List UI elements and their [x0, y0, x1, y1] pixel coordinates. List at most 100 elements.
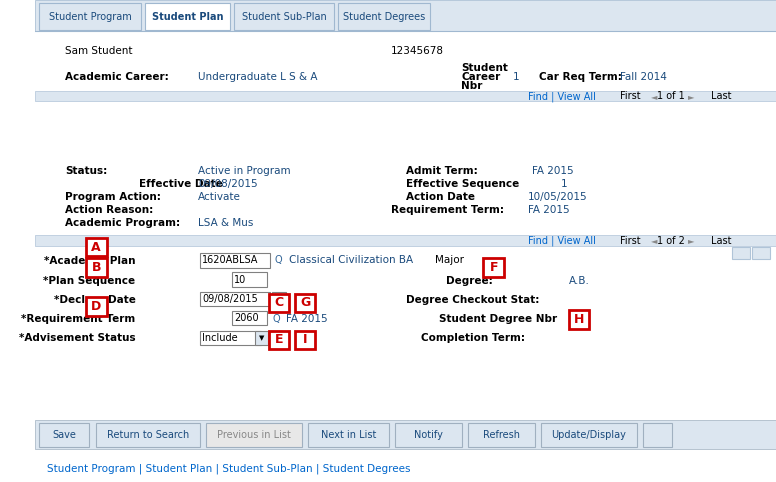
Text: Last: Last	[711, 236, 731, 246]
Bar	[200, 331, 261, 345]
Bar	[569, 310, 590, 329]
Text: Update/Display: Update/Display	[551, 430, 626, 440]
Text: *Academic Plan: *Academic Plan	[44, 256, 136, 266]
Bar	[295, 294, 315, 312]
Bar	[268, 331, 289, 349]
Text: I: I	[303, 334, 307, 346]
Bar	[200, 292, 270, 306]
Bar	[200, 253, 270, 268]
Bar	[86, 238, 106, 256]
Text: Academic Program:: Academic Program:	[65, 218, 180, 228]
Text: Program Action:: Program Action:	[65, 192, 161, 202]
Text: *Plan Sequence: *Plan Sequence	[43, 276, 136, 285]
Text: Major: Major	[435, 255, 464, 265]
Bar	[234, 3, 334, 30]
Text: Admit Term:: Admit Term:	[406, 166, 477, 176]
Text: D: D	[91, 300, 102, 313]
Bar	[232, 272, 267, 287]
Bar	[86, 258, 106, 277]
Bar	[395, 423, 462, 447]
Text: ▼: ▼	[258, 335, 264, 341]
Text: Career: Career	[461, 72, 501, 82]
Text: A.B.: A.B.	[569, 276, 590, 285]
Text: *Advisement Status: *Advisement Status	[19, 334, 136, 343]
Text: 09/08/2015: 09/08/2015	[199, 179, 258, 189]
Bar	[36, 235, 776, 246]
Text: B: B	[92, 261, 101, 274]
Bar	[145, 3, 230, 30]
Bar	[468, 423, 535, 447]
Text: Effective Sequence: Effective Sequence	[406, 179, 519, 189]
Text: Last: Last	[711, 92, 731, 101]
Text: H: H	[573, 313, 584, 326]
Bar	[268, 294, 289, 312]
Bar	[36, 246, 776, 362]
Bar	[39, 423, 89, 447]
Text: ◄: ◄	[650, 92, 657, 101]
Text: Academic Career:: Academic Career:	[65, 72, 169, 82]
Bar	[272, 292, 286, 306]
Bar	[308, 423, 390, 447]
Text: Include: Include	[202, 333, 237, 343]
Text: Completion Term:: Completion Term:	[421, 334, 525, 343]
Bar	[36, 91, 776, 101]
Bar	[36, 100, 776, 234]
Text: Save: Save	[53, 430, 76, 440]
Bar	[643, 423, 672, 447]
Text: Student: Student	[461, 64, 508, 73]
Bar	[206, 423, 302, 447]
Text: Q: Q	[275, 255, 282, 265]
Text: Action Date: Action Date	[406, 192, 475, 202]
Text: 1 of 1: 1 of 1	[657, 92, 684, 101]
Bar	[39, 3, 141, 30]
Text: Student Degree Nbr: Student Degree Nbr	[439, 314, 557, 324]
Text: 1 of 2: 1 of 2	[657, 236, 684, 246]
Text: 1620ABLSA: 1620ABLSA	[202, 255, 258, 265]
Text: −: −	[756, 247, 766, 259]
Text: Classical Civilization BA: Classical Civilization BA	[289, 255, 413, 265]
Bar	[232, 311, 267, 325]
Text: Requirement Term:: Requirement Term:	[391, 205, 504, 215]
Text: Student Degrees: Student Degrees	[343, 12, 425, 22]
Bar	[338, 3, 430, 30]
Text: FA 2015: FA 2015	[532, 166, 573, 176]
Text: Undergraduate L S & A: Undergraduate L S & A	[199, 72, 318, 82]
Text: G: G	[300, 296, 310, 309]
Text: 2060: 2060	[234, 313, 258, 323]
Text: Effective Date: Effective Date	[139, 179, 223, 189]
Text: Student Program: Student Program	[49, 12, 132, 22]
Text: 31: 31	[274, 295, 284, 303]
Text: 1: 1	[561, 179, 568, 189]
Text: +: +	[736, 248, 746, 258]
Text: 12345678: 12345678	[391, 46, 444, 55]
Text: E: E	[275, 334, 283, 346]
Text: Previous in List: Previous in List	[217, 430, 291, 440]
Text: 1: 1	[513, 72, 520, 82]
Text: C: C	[275, 296, 284, 309]
Text: Find | View All: Find | View All	[528, 91, 596, 102]
Text: Nbr: Nbr	[461, 81, 483, 91]
Bar	[295, 331, 315, 349]
Text: Sam Student: Sam Student	[65, 46, 133, 55]
Text: FA 2015: FA 2015	[286, 314, 327, 324]
Text: FA 2015: FA 2015	[528, 205, 570, 215]
Bar	[732, 247, 750, 259]
Text: Q: Q	[272, 314, 280, 324]
Bar	[96, 423, 200, 447]
Bar	[36, 420, 776, 449]
Text: First: First	[621, 236, 641, 246]
Text: Action Reason:: Action Reason:	[65, 205, 154, 215]
Text: Status:: Status:	[65, 166, 107, 176]
Text: A: A	[92, 241, 101, 254]
Text: LSA & Mus: LSA & Mus	[199, 218, 254, 228]
Bar	[541, 423, 637, 447]
Text: ►: ►	[688, 92, 694, 101]
Text: Return to Search: Return to Search	[107, 430, 189, 440]
Text: First: First	[621, 92, 641, 101]
Bar	[36, 0, 776, 31]
Text: ◄: ◄	[650, 237, 657, 245]
Bar	[752, 247, 770, 259]
Text: Student Program | Student Plan | Student Sub-Plan | Student Degrees: Student Program | Student Plan | Student…	[47, 463, 410, 474]
Bar	[483, 258, 504, 277]
Text: Refresh: Refresh	[483, 430, 520, 440]
